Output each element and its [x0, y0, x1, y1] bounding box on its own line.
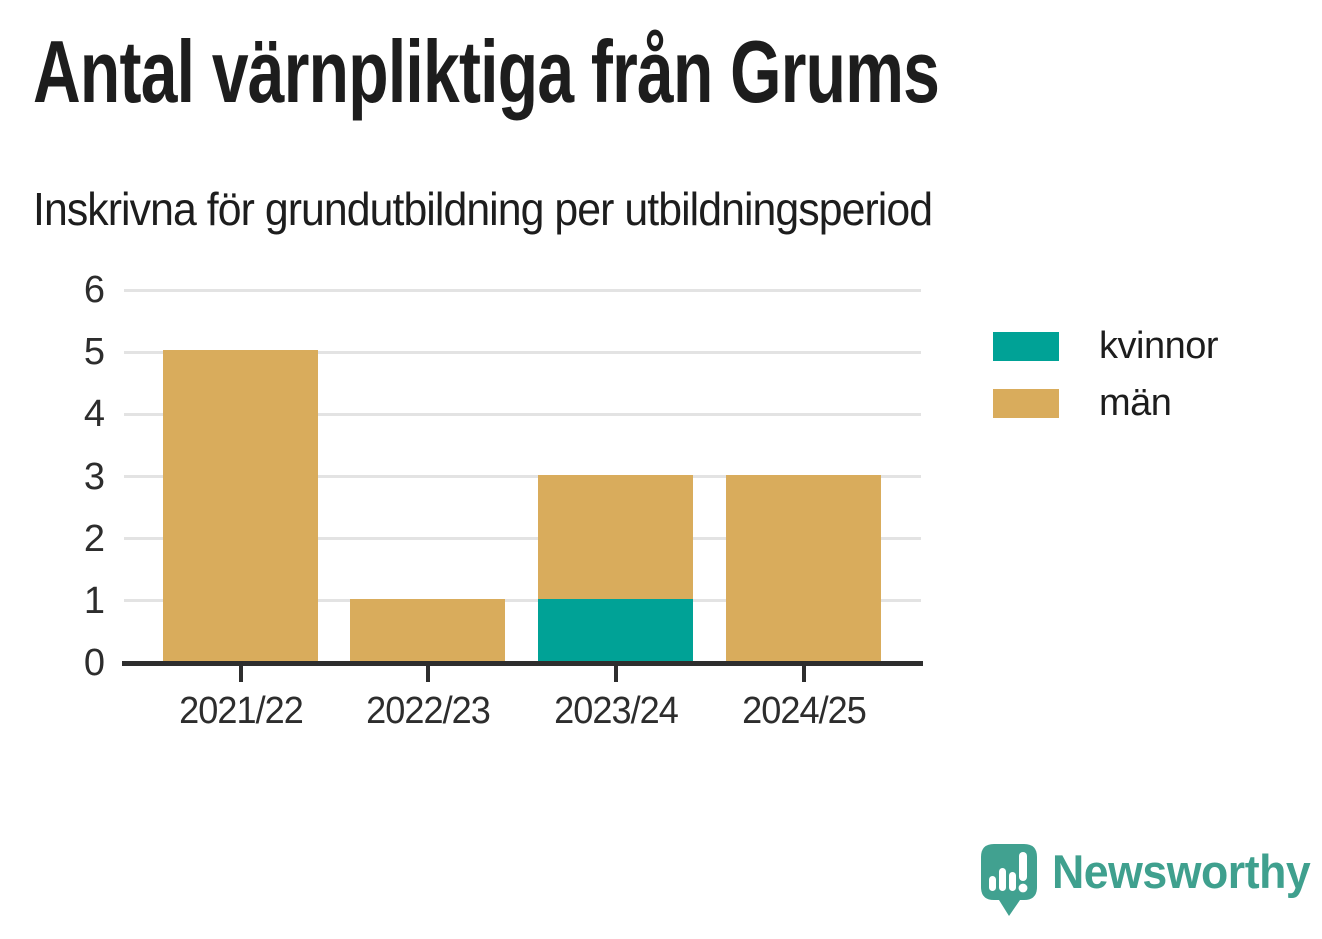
- x-axis-label-1: 2021/22: [179, 690, 304, 732]
- chart-title: Antal värnpliktiga från Grums: [33, 22, 940, 121]
- y-axis-label-4: 4: [83, 393, 105, 435]
- y-axis-label-2: 2: [83, 518, 105, 560]
- gridline-y3: [124, 475, 921, 478]
- y-axis-label-6: 6: [83, 269, 105, 311]
- legend-item-man: män: [993, 382, 1218, 424]
- legend-label-man: män: [1099, 382, 1172, 424]
- x-axis-tick-2: [426, 666, 430, 682]
- x-axis-line: [122, 661, 923, 666]
- newsworthy-logo: Newsworthy: [979, 843, 1322, 919]
- x-axis-label-4: 2024/25: [742, 690, 867, 732]
- x-axis-label-2: 2022/23: [366, 690, 491, 732]
- y-axis-label-3: 3: [83, 456, 105, 498]
- chart-subtitle: Inskrivna för grundutbildning per utbild…: [33, 183, 933, 235]
- y-axis-label-5: 5: [83, 331, 105, 373]
- gridline-y6: [124, 289, 921, 292]
- y-axis-label-1: 1: [83, 580, 105, 622]
- x-axis-tick-3: [614, 666, 618, 682]
- bar-2023-24-män: [538, 475, 693, 599]
- bar-2021-22-män: [163, 350, 318, 661]
- y-axis-label-0: 0: [83, 642, 105, 684]
- gridline-y1: [124, 599, 921, 602]
- gridline-y5: [124, 351, 921, 354]
- gridline-y4: [124, 413, 921, 416]
- newsworthy-logo-icon: [981, 844, 1037, 916]
- legend-label-kvinnor: kvinnor: [1099, 325, 1219, 367]
- newsworthy-logo-text: Newsworthy: [1052, 845, 1311, 898]
- x-axis-tick-4: [802, 666, 806, 682]
- x-axis-tick-1: [239, 666, 243, 682]
- legend-swatch-kvinnor: [993, 332, 1059, 361]
- bar-2023-24-kvinnor: [538, 599, 693, 661]
- bar-2024-25-män: [726, 475, 881, 662]
- legend-item-kvinnor: kvinnor: [993, 325, 1219, 367]
- x-axis-label-3: 2023/24: [554, 690, 679, 732]
- gridline-y2: [124, 537, 921, 540]
- legend: kvinnor män: [993, 325, 1219, 446]
- legend-swatch-man: [993, 389, 1059, 418]
- bar-2022-23-män: [350, 599, 505, 661]
